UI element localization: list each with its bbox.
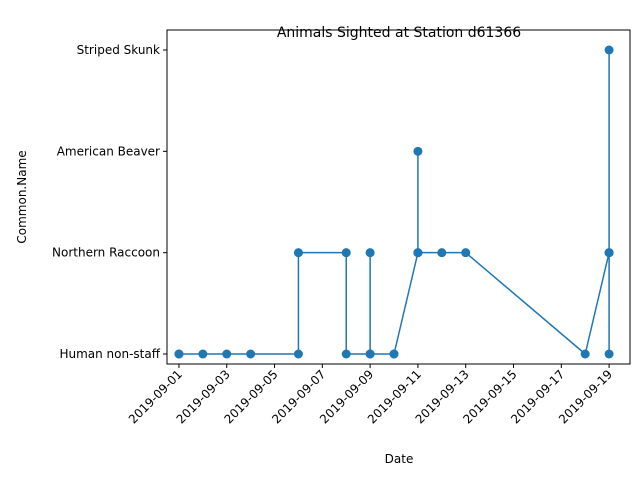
data-point [389, 349, 399, 359]
data-point [580, 349, 590, 359]
data-point [437, 248, 447, 258]
data-point [413, 146, 423, 156]
y-tick-label: Human non-staff [59, 347, 160, 361]
x-axis-ticks: 2019-09-012019-09-032019-09-052019-09-07… [126, 364, 615, 426]
data-point [246, 349, 256, 359]
axes-frame [166, 29, 631, 365]
data-point [365, 248, 375, 258]
data-point [222, 349, 232, 359]
data-point [341, 349, 351, 359]
data-point [413, 248, 423, 258]
y-axis-ticks: Human non-staff Northern Raccoon American … [52, 43, 167, 361]
data-point [604, 45, 614, 55]
data-point [365, 349, 375, 359]
y-axis-label: Common.Name [15, 150, 29, 243]
x-axis-label: Date [385, 452, 414, 466]
data-point [341, 248, 351, 258]
chart-title: Animals Sighted at Station d61366 [277, 25, 521, 41]
plot-area [174, 45, 614, 359]
series-line [178, 49, 610, 355]
data-point [461, 248, 471, 258]
data-point [198, 349, 208, 359]
data-point [174, 349, 184, 359]
data-point [293, 349, 303, 359]
data-point [293, 248, 303, 258]
y-tick-label: Northern Raccoon [52, 246, 160, 260]
y-tick-label: American Beaver [57, 144, 160, 158]
data-point [604, 248, 614, 258]
y-tick-label: Striped Skunk [77, 43, 160, 57]
data-point [604, 349, 614, 359]
